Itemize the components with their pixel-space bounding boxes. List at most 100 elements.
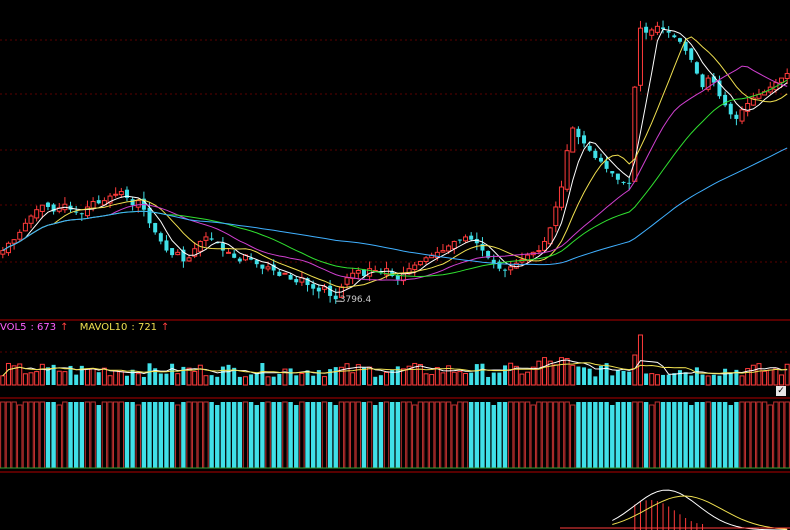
volume-bar — [84, 368, 90, 386]
indicator-bar — [417, 401, 424, 469]
candle-body — [745, 102, 751, 112]
indicator-bar — [423, 401, 429, 469]
indicator-bar — [570, 404, 576, 469]
volume-bar — [689, 375, 694, 385]
volume-bar — [547, 360, 553, 386]
indicator-bar — [141, 402, 147, 468]
candle-body — [547, 227, 553, 245]
indicator-bar — [22, 401, 29, 469]
indicator-bar — [547, 401, 553, 469]
indicator-bar — [632, 401, 638, 469]
indicator-bar — [593, 402, 598, 468]
indicator-bar — [265, 401, 271, 469]
volume-bar — [333, 367, 338, 385]
indicator-bar — [536, 401, 542, 469]
indicator-bar — [73, 402, 79, 468]
candle-body — [570, 127, 576, 153]
indicator-bar — [530, 404, 536, 469]
indicator-bar — [147, 402, 152, 468]
indicator-bar — [378, 402, 384, 468]
indicator-bar — [610, 405, 615, 468]
candle-body — [677, 38, 682, 42]
volume-bar — [558, 357, 564, 386]
candle-body — [164, 240, 169, 251]
indicator-bar — [598, 402, 604, 468]
indicator-bar — [700, 402, 705, 468]
candle-body — [610, 171, 615, 174]
indicator-bar — [502, 402, 508, 468]
candle-body — [90, 201, 96, 209]
volume-bar — [34, 371, 40, 386]
volume-bar — [130, 369, 135, 385]
mavol10-label: MAVOL10: 721 ↑ — [79, 322, 170, 333]
indicator-bar — [722, 402, 728, 468]
candle-body — [406, 268, 412, 275]
volume-bar — [513, 365, 519, 386]
candle-body — [497, 261, 502, 269]
indicator-bar — [186, 401, 192, 469]
candle-body — [260, 264, 265, 269]
indicator-bar — [491, 405, 496, 468]
indicator-bar — [615, 402, 621, 468]
indicator-bar — [39, 401, 46, 469]
check-icon[interactable]: ✓ — [776, 386, 786, 396]
indicator-bar — [33, 401, 40, 469]
candle-body — [321, 286, 327, 290]
volume-bar — [649, 373, 655, 386]
indicator-bar — [135, 404, 141, 469]
volume-bar — [756, 363, 762, 386]
volume-bar — [321, 376, 327, 386]
volume-bar — [192, 370, 198, 386]
volume-bar — [90, 368, 96, 386]
volume-bar — [491, 372, 496, 385]
indicator-bar — [68, 402, 73, 468]
volume-bar — [395, 366, 400, 385]
candle-body — [17, 231, 23, 240]
indicator-bar — [462, 401, 469, 469]
candle-body — [333, 295, 338, 300]
volume-bar — [519, 373, 525, 386]
indicator-bar — [400, 401, 407, 469]
volume-bar — [734, 369, 739, 385]
candle-body — [249, 257, 254, 260]
indicator-bar — [497, 402, 502, 468]
vol5-label: VOL5: 673 ↑ — [0, 322, 69, 333]
indicator-bar — [406, 401, 412, 469]
indicator-bar — [130, 402, 135, 468]
volume-bar — [451, 371, 457, 386]
volume-bar — [186, 367, 192, 386]
candle-body — [294, 279, 299, 283]
indicator-bar — [412, 404, 418, 469]
volume-bar — [288, 368, 293, 385]
indicator-bar — [637, 401, 644, 469]
volume-bar — [344, 363, 350, 386]
indicator-bar — [485, 402, 491, 468]
candle-body — [689, 48, 694, 60]
volume-bar — [474, 364, 479, 385]
candle-body — [181, 249, 186, 262]
volume-legend: VOL5: 673 ↑ MAVOL10: 721 ↑ — [0, 321, 177, 335]
indicator-bar — [51, 402, 56, 468]
volume-bar — [237, 376, 242, 385]
candle-body — [542, 240, 548, 251]
volume-bar — [711, 374, 716, 385]
indicator-bar — [524, 401, 531, 469]
volume-bar — [79, 365, 84, 385]
indicator-bar — [344, 401, 350, 469]
indicator-bar — [734, 402, 739, 468]
candle-body — [175, 251, 181, 256]
indicator-bar — [0, 401, 6, 469]
volume-bar — [338, 366, 344, 386]
indicator-bar — [226, 402, 231, 468]
indicator-bar — [660, 402, 666, 468]
volume-bar — [328, 369, 333, 385]
volume-bar — [773, 367, 779, 386]
volume-bar — [311, 375, 316, 385]
indicator-bar — [541, 401, 548, 469]
indicator-bar — [203, 401, 209, 469]
volume-bar — [564, 357, 570, 386]
candle-body — [451, 240, 457, 250]
candle-body — [705, 77, 711, 90]
candle-body — [79, 213, 84, 215]
volume-bar — [367, 366, 373, 386]
